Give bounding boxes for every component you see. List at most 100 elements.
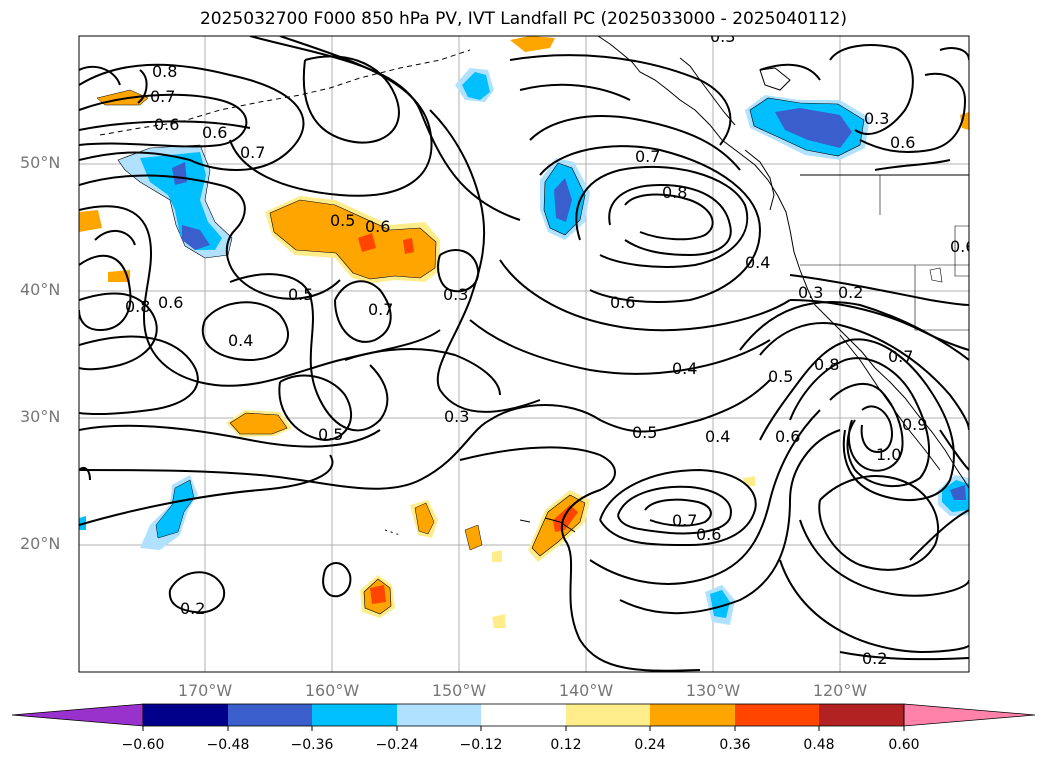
pv-patch-pos-red xyxy=(553,505,578,532)
pv-contour xyxy=(437,249,480,293)
pv-contour xyxy=(575,165,749,268)
contour-labels: 0.8 0.7 0.6 0.7 0.5 0.6 0.7 0.8 0.4 0.3 … xyxy=(125,27,969,668)
pv-patch-pos-orange xyxy=(108,270,130,282)
pv-contour xyxy=(469,319,771,375)
colorbar-segment xyxy=(228,704,312,726)
pv-patch-pos-orange xyxy=(414,502,435,535)
pv-contour xyxy=(779,559,969,654)
colorbar-tick-label: −0.24 xyxy=(375,737,419,753)
contour-label: 0.3 xyxy=(710,27,735,46)
alaska-panhandle-islands xyxy=(679,57,736,126)
pv-contour xyxy=(509,54,732,146)
colorbar-tick-label: 0.36 xyxy=(719,737,751,753)
contour-label: 0.7 xyxy=(888,347,913,366)
contour-label: 0.6 xyxy=(154,115,179,134)
contour-label: 0.8 xyxy=(662,183,687,202)
hawaii-islands xyxy=(519,519,531,523)
contour-label: 0.3 xyxy=(864,109,889,128)
pv-patch-neg-cyan xyxy=(155,479,195,539)
contour-label: 0.5 xyxy=(288,285,313,304)
colorbar-segment xyxy=(143,704,228,726)
contour-label: 0.3 xyxy=(798,283,823,302)
pv-contour xyxy=(818,475,940,571)
lon-label-120w: 120°W xyxy=(812,681,868,700)
pv-contour xyxy=(168,571,225,614)
pv-patch-pos-orange xyxy=(229,412,288,435)
contour-label: 0.3 xyxy=(443,285,468,304)
pv-patch-pos-orange xyxy=(269,199,437,280)
contour-label: 0.6 xyxy=(890,133,915,152)
colorbar-segment xyxy=(819,704,904,726)
pv-patch-pos-yellow xyxy=(492,550,502,562)
map-plot-area: 0.8 0.7 0.6 0.7 0.5 0.6 0.7 0.8 0.4 0.3 … xyxy=(79,27,969,672)
pv-patch-pos-red xyxy=(370,585,386,604)
colorbar-segment xyxy=(650,704,735,726)
pv-contour xyxy=(759,63,821,81)
pv-patch-pos-orange xyxy=(79,210,102,232)
vancouver-island xyxy=(744,149,775,211)
hawaii-islands xyxy=(544,517,576,533)
pv-contour xyxy=(829,44,914,135)
pv-contour xyxy=(79,65,121,86)
colorbar-tick-label: −0.48 xyxy=(206,737,250,753)
pv-contour xyxy=(459,446,701,672)
pv-contour xyxy=(608,183,732,257)
pv-contour xyxy=(739,301,969,361)
colorbar-extend-left xyxy=(11,703,144,727)
lon-label-150w: 150°W xyxy=(431,681,487,700)
contour-label: 0.7 xyxy=(240,143,265,162)
pv-contour xyxy=(519,83,631,101)
lat-label-40n: 40°N xyxy=(20,280,61,299)
colorbar-extend-right xyxy=(903,703,1036,727)
contour-label: 0.6 xyxy=(696,525,721,544)
pv-patch-neg-cyan xyxy=(710,590,730,618)
state-border xyxy=(914,265,969,331)
pv-patch-neg-blue xyxy=(172,162,187,185)
pv-contours xyxy=(79,36,969,672)
colorbar xyxy=(11,703,1036,731)
pv-contour xyxy=(137,69,148,104)
pv-contour xyxy=(589,409,821,585)
pv-contour xyxy=(529,115,741,171)
colorbar-tick-label: −0.60 xyxy=(121,737,165,753)
contour-label: 0.4 xyxy=(228,331,253,350)
pv-contour xyxy=(334,280,392,343)
pv-patch-neg-cyan xyxy=(462,72,490,100)
lat-label-30n: 30°N xyxy=(20,407,61,426)
contour-label: 0.6 xyxy=(202,123,227,142)
pv-contour xyxy=(278,374,352,442)
pv-contour xyxy=(539,145,762,303)
contour-label: 0.3 xyxy=(444,407,469,426)
contour-label: 0.2 xyxy=(180,599,205,618)
colorbar-segment xyxy=(397,704,481,726)
pv-contour xyxy=(79,292,158,371)
island xyxy=(759,67,791,91)
contour-label: 0.5 xyxy=(330,211,355,230)
contour-label: 0.8 xyxy=(152,62,177,81)
colorbar-segment xyxy=(735,704,819,726)
contour-label: 0.7 xyxy=(635,147,660,166)
colorbar-tick-label: −0.36 xyxy=(290,737,334,753)
pv-contour xyxy=(789,274,969,306)
pv-contour xyxy=(79,454,334,526)
pv-contour xyxy=(79,174,341,300)
pv-contour xyxy=(79,63,305,171)
pv-contour xyxy=(489,379,771,433)
colorbar-segment xyxy=(566,704,650,726)
pv-contour xyxy=(909,509,969,561)
lon-label-170w: 170°W xyxy=(177,681,233,700)
pv-contour xyxy=(874,159,951,171)
contour-label: 0.6 xyxy=(775,427,800,446)
pv-patch-pos-red xyxy=(358,233,376,252)
colorbar-tick-label: 0.60 xyxy=(888,737,920,753)
hawaii-islands xyxy=(384,529,401,536)
pv-contour xyxy=(322,562,352,598)
pv-patch-pos-orange xyxy=(960,112,969,130)
pv-contour xyxy=(229,273,389,432)
pv-patch-neg-blue xyxy=(775,108,852,148)
pv-contour xyxy=(94,230,136,246)
pv-contour xyxy=(759,322,969,431)
contour-label: 0.6 xyxy=(365,217,390,236)
pv-contour xyxy=(79,467,91,481)
